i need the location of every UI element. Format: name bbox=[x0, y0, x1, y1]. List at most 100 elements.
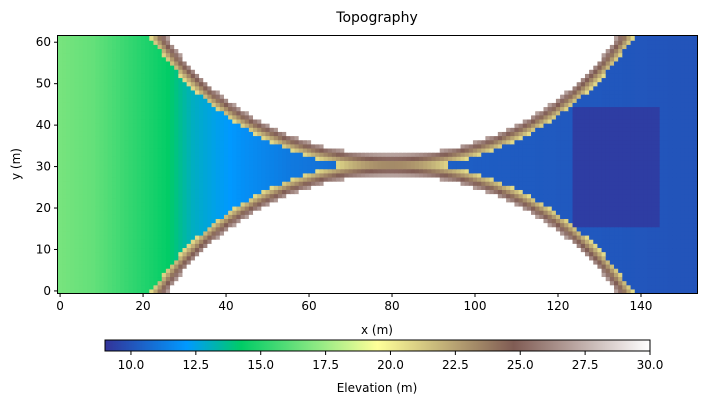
heatmap-cell bbox=[448, 230, 453, 236]
heatmap-cell bbox=[219, 201, 225, 207]
heatmap-cell bbox=[647, 280, 652, 286]
heatmap-cell bbox=[443, 176, 449, 182]
heatmap-cell bbox=[555, 239, 561, 244]
heatmap-cell bbox=[435, 255, 441, 261]
heatmap-cell bbox=[348, 239, 354, 244]
heatmap-cell bbox=[589, 222, 594, 228]
heatmap-cell bbox=[506, 172, 511, 178]
heatmap-cell bbox=[543, 205, 549, 211]
heatmap-cell bbox=[99, 247, 105, 253]
heatmap-cell bbox=[493, 272, 499, 278]
heatmap-cell bbox=[601, 181, 607, 186]
heatmap-cell bbox=[481, 210, 486, 215]
heatmap-cell bbox=[240, 168, 246, 174]
heatmap-cell bbox=[531, 280, 536, 286]
heatmap-cell bbox=[518, 168, 524, 174]
heatmap-cell bbox=[609, 210, 615, 215]
heatmap-cell bbox=[485, 210, 491, 215]
heatmap-cell bbox=[564, 276, 569, 282]
heatmap-cell bbox=[174, 193, 179, 199]
heatmap-cell bbox=[178, 185, 184, 190]
heatmap-cell bbox=[389, 218, 395, 224]
heatmap-cell bbox=[331, 214, 337, 219]
heatmap-cell bbox=[468, 230, 474, 236]
heatmap-cell bbox=[240, 181, 246, 186]
heatmap-cell bbox=[634, 255, 640, 261]
heatmap-cell bbox=[377, 189, 383, 195]
heatmap-cell bbox=[203, 234, 208, 240]
heatmap-cell bbox=[323, 226, 329, 232]
heatmap-cell bbox=[651, 230, 657, 236]
heatmap-cell bbox=[223, 210, 229, 215]
heatmap-cell bbox=[609, 284, 615, 290]
heatmap-cell bbox=[82, 193, 88, 199]
heatmap-cell bbox=[294, 164, 300, 170]
heatmap-cell bbox=[261, 255, 267, 261]
heatmap-cell bbox=[481, 214, 486, 219]
heatmap-cell bbox=[572, 181, 578, 186]
heatmap-cell bbox=[344, 201, 350, 207]
heatmap-cell bbox=[410, 243, 416, 249]
heatmap-cell bbox=[489, 205, 495, 211]
heatmap-cell bbox=[601, 243, 607, 249]
heatmap-cell bbox=[655, 197, 661, 203]
heatmap-cell bbox=[439, 255, 445, 261]
heatmap-cell bbox=[228, 210, 233, 215]
heatmap-cell bbox=[547, 185, 553, 190]
heatmap-cell bbox=[489, 172, 495, 178]
heatmap-cell bbox=[564, 193, 569, 199]
heatmap-cell bbox=[82, 288, 88, 294]
heatmap-cell bbox=[431, 247, 437, 253]
heatmap-cell bbox=[95, 197, 101, 203]
heatmap-cell bbox=[352, 272, 358, 278]
heatmap-cell bbox=[336, 218, 341, 224]
heatmap-cell bbox=[273, 243, 279, 249]
heatmap-cell bbox=[381, 214, 387, 219]
heatmap-cell bbox=[232, 280, 238, 286]
heatmap-cell bbox=[443, 172, 449, 178]
heatmap-cell bbox=[174, 280, 179, 286]
heatmap-cell bbox=[659, 259, 665, 265]
heatmap-cell bbox=[327, 185, 333, 190]
heatmap-cell bbox=[298, 193, 304, 199]
heatmap-cell bbox=[257, 288, 262, 294]
heatmap-cell bbox=[219, 205, 225, 211]
heatmap-cell bbox=[481, 197, 486, 203]
heatmap-cell bbox=[186, 156, 192, 161]
heatmap-cell bbox=[622, 276, 628, 282]
heatmap-cell bbox=[199, 280, 204, 286]
heatmap-cell bbox=[634, 205, 640, 211]
heatmap-cell bbox=[676, 272, 681, 278]
heatmap-cell bbox=[609, 239, 615, 244]
heatmap-cell bbox=[215, 193, 221, 199]
heatmap-cell bbox=[82, 239, 88, 244]
heatmap-cell bbox=[551, 185, 557, 190]
heatmap-cell bbox=[66, 239, 72, 244]
heatmap-cell bbox=[688, 263, 694, 269]
heatmap-cell bbox=[356, 193, 362, 199]
heatmap-cell bbox=[331, 234, 337, 240]
heatmap-cell bbox=[510, 168, 516, 174]
heatmap-cell bbox=[684, 164, 690, 170]
heatmap-cell bbox=[236, 243, 242, 249]
heatmap-cell bbox=[614, 164, 619, 170]
heatmap-cell bbox=[311, 185, 316, 190]
heatmap-cell bbox=[120, 226, 125, 232]
heatmap-cell bbox=[614, 210, 619, 215]
heatmap-cell bbox=[489, 272, 495, 278]
heatmap-cell bbox=[140, 197, 146, 203]
heatmap-cell bbox=[165, 185, 171, 190]
heatmap-cell bbox=[618, 222, 623, 228]
heatmap-cell bbox=[344, 189, 350, 195]
heatmap-cell bbox=[518, 251, 524, 257]
heatmap-cell bbox=[688, 168, 694, 174]
heatmap-cell bbox=[464, 218, 470, 224]
heatmap-cell bbox=[443, 234, 449, 240]
heatmap-cell bbox=[506, 239, 511, 244]
heatmap-cell bbox=[398, 176, 403, 182]
heatmap-cell bbox=[265, 276, 271, 282]
heatmap-cell bbox=[360, 222, 366, 228]
heatmap-cell bbox=[402, 205, 408, 211]
heatmap-cell bbox=[74, 218, 80, 224]
heatmap-cell bbox=[360, 193, 366, 199]
